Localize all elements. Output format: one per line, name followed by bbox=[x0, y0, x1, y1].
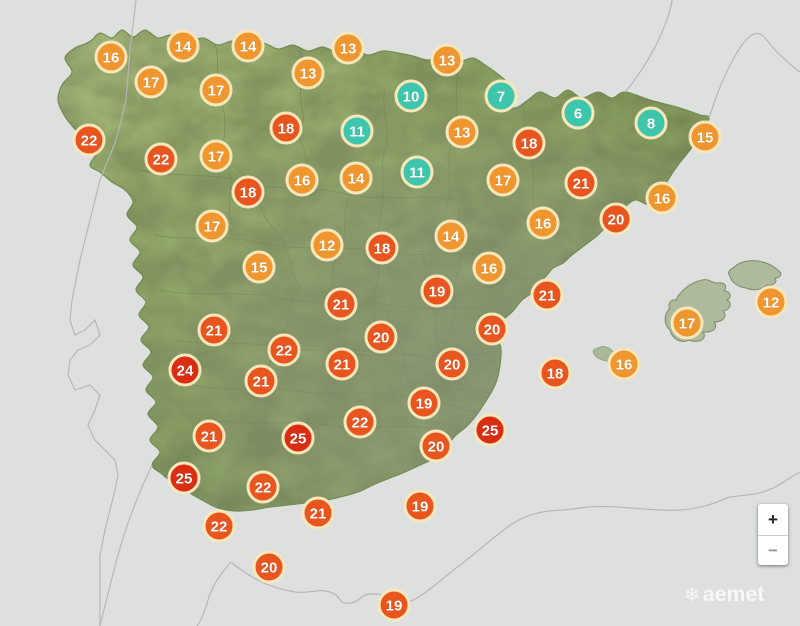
svg-text:15: 15 bbox=[697, 130, 714, 147]
svg-text:25: 25 bbox=[482, 423, 499, 440]
svg-text:21: 21 bbox=[539, 288, 556, 305]
svg-text:22: 22 bbox=[81, 133, 98, 150]
svg-text:12: 12 bbox=[763, 295, 780, 312]
svg-text:19: 19 bbox=[386, 598, 403, 615]
svg-text:21: 21 bbox=[201, 429, 218, 446]
svg-text:13: 13 bbox=[340, 41, 357, 58]
svg-text:17: 17 bbox=[679, 316, 696, 333]
svg-text:25: 25 bbox=[176, 471, 193, 488]
svg-text:18: 18 bbox=[240, 185, 257, 202]
svg-text:22: 22 bbox=[255, 480, 272, 497]
svg-text:22: 22 bbox=[211, 519, 228, 536]
svg-text:16: 16 bbox=[616, 357, 633, 374]
svg-text:16: 16 bbox=[103, 50, 120, 67]
svg-text:20: 20 bbox=[373, 330, 390, 347]
svg-text:8: 8 bbox=[647, 116, 655, 133]
svg-text:20: 20 bbox=[484, 322, 501, 339]
svg-text:17: 17 bbox=[495, 173, 512, 190]
svg-text:21: 21 bbox=[573, 176, 590, 193]
svg-text:14: 14 bbox=[175, 39, 192, 56]
svg-text:11: 11 bbox=[349, 124, 365, 141]
svg-text:20: 20 bbox=[444, 357, 461, 374]
svg-text:16: 16 bbox=[654, 191, 671, 208]
svg-text:25: 25 bbox=[290, 431, 307, 448]
svg-text:15: 15 bbox=[251, 260, 268, 277]
svg-text:10: 10 bbox=[403, 89, 420, 106]
svg-text:18: 18 bbox=[278, 121, 295, 138]
svg-text:22: 22 bbox=[352, 415, 369, 432]
svg-text:7: 7 bbox=[497, 89, 505, 106]
svg-text:16: 16 bbox=[535, 216, 552, 233]
svg-text:24: 24 bbox=[177, 363, 194, 380]
svg-text:12: 12 bbox=[319, 238, 336, 255]
svg-text:20: 20 bbox=[428, 439, 445, 456]
svg-text:19: 19 bbox=[412, 499, 429, 516]
svg-text:19: 19 bbox=[416, 396, 433, 413]
svg-text:14: 14 bbox=[348, 171, 365, 188]
svg-text:18: 18 bbox=[374, 241, 391, 258]
svg-text:21: 21 bbox=[334, 357, 351, 374]
svg-text:16: 16 bbox=[481, 261, 498, 278]
svg-text:19: 19 bbox=[429, 284, 446, 301]
svg-text:17: 17 bbox=[143, 75, 160, 92]
svg-text:16: 16 bbox=[294, 173, 311, 190]
svg-text:22: 22 bbox=[276, 343, 293, 360]
svg-text:21: 21 bbox=[253, 374, 270, 391]
svg-text:17: 17 bbox=[204, 219, 221, 236]
svg-text:6: 6 bbox=[574, 106, 582, 123]
svg-text:20: 20 bbox=[261, 560, 278, 577]
svg-text:13: 13 bbox=[454, 125, 471, 142]
svg-text:18: 18 bbox=[547, 366, 564, 383]
svg-text:18: 18 bbox=[521, 136, 538, 153]
svg-text:21: 21 bbox=[310, 506, 327, 523]
svg-text:13: 13 bbox=[300, 66, 317, 83]
svg-text:11: 11 bbox=[409, 165, 425, 182]
svg-text:14: 14 bbox=[240, 39, 257, 56]
svg-text:21: 21 bbox=[206, 323, 223, 340]
svg-text:13: 13 bbox=[439, 53, 456, 70]
svg-text:14: 14 bbox=[443, 229, 460, 246]
svg-text:20: 20 bbox=[608, 212, 625, 229]
svg-text:21: 21 bbox=[333, 297, 350, 314]
svg-text:22: 22 bbox=[153, 152, 170, 169]
svg-text:17: 17 bbox=[208, 149, 225, 166]
svg-text:17: 17 bbox=[208, 83, 225, 100]
